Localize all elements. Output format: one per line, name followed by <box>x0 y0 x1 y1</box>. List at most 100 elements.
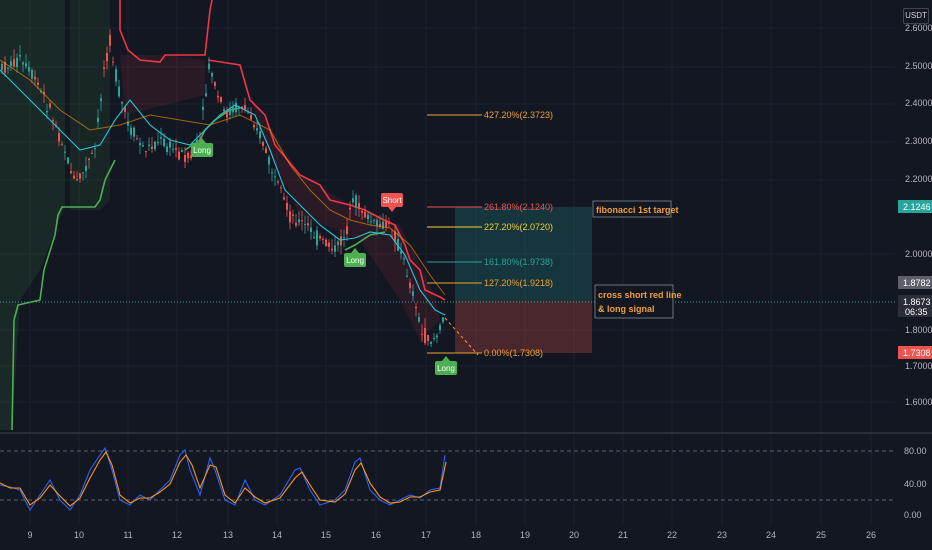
candle-body <box>184 154 186 162</box>
supertrend-up-fill <box>0 0 110 210</box>
fib-target-text: fibonacci 1st target <box>596 205 679 215</box>
candle-body <box>220 97 222 103</box>
time-axis-label: 20 <box>569 530 579 540</box>
candle-body <box>235 102 237 113</box>
signal-long-marker[interactable]: Long <box>191 138 213 157</box>
candle-body <box>442 317 444 322</box>
candle-body <box>283 197 285 200</box>
candle-body <box>199 138 201 140</box>
indicator-axis-label: 40.00 <box>904 479 927 489</box>
candle-body <box>46 111 48 113</box>
annotation-fib-target[interactable]: fibonacci 1st target <box>592 200 679 218</box>
candle-body <box>25 63 27 67</box>
candle-body <box>436 335 438 338</box>
candle-body <box>19 54 21 57</box>
candle-body <box>226 111 228 118</box>
candle-body <box>388 222 390 224</box>
candle-body <box>100 98 102 102</box>
candle-body <box>211 72 213 77</box>
stoch-k-line <box>0 446 446 512</box>
price-tag-value: 2.1246 <box>903 202 931 212</box>
supertrend-short-line-2 <box>207 59 446 301</box>
fib-level-label: 227.20%(2.0720) <box>484 222 553 232</box>
candle-body <box>13 59 15 67</box>
time-axis[interactable]: 9 10 11 12 13 14 15 16 17 18 19 20 21 22 23 24 25 26 <box>27 530 876 540</box>
candle-body <box>268 157 270 165</box>
candle-body <box>295 222 297 226</box>
candle-body <box>322 239 324 241</box>
indicator-axis-label: 80.00 <box>904 446 927 456</box>
ema-fast-line <box>0 69 446 316</box>
candle-body <box>7 67 9 69</box>
time-axis-label: 13 <box>223 530 233 540</box>
candle-body <box>22 62 24 65</box>
candle-body <box>58 133 60 142</box>
supertrend-up-fill-early <box>0 0 65 430</box>
fib-target-zone <box>455 207 592 301</box>
candle-body <box>166 146 168 153</box>
signal-long-marker[interactable]: Long <box>435 356 457 375</box>
signal-badge <box>191 143 213 157</box>
candle-body <box>103 67 105 69</box>
candle-body <box>208 63 210 70</box>
time-axis-label: 22 <box>667 530 677 540</box>
candle-body <box>160 136 162 139</box>
candle-body <box>151 146 153 149</box>
candle-body <box>49 103 51 108</box>
candle-body <box>34 76 36 80</box>
time-axis-label: 14 <box>272 530 282 540</box>
signal-short-marker[interactable]: Short <box>381 193 403 212</box>
candle-body <box>316 230 318 246</box>
signal-long-marker[interactable]: Long <box>344 248 366 267</box>
candle-body <box>364 211 366 218</box>
candle-body <box>241 106 243 109</box>
candle-body <box>223 109 225 112</box>
candle-body <box>124 107 126 112</box>
candle-body <box>319 236 321 239</box>
time-axis-label: 9 <box>27 530 32 540</box>
candle-body <box>280 187 282 189</box>
annotation-cross-signal[interactable]: cross short red line & long signal <box>594 284 682 319</box>
price-tag <box>898 276 932 289</box>
fib-level-label: 427.20%(2.3723) <box>484 110 553 120</box>
fib-level-label: 0.00%(1.7308) <box>484 348 543 358</box>
indicator-axis[interactable]: 80.00 40.00 0.00 <box>904 446 927 520</box>
price-tag-timer: 06:35 <box>905 307 928 317</box>
candle-body <box>394 231 396 242</box>
candle-body <box>256 128 258 131</box>
candle-body <box>70 171 72 174</box>
candle-body <box>376 220 378 226</box>
cross-signal-text-2: & long signal <box>598 304 655 314</box>
signal-badge <box>435 361 457 375</box>
price-axis-label: 2.0000 <box>905 249 932 259</box>
signal-markers: Long Short Long Long <box>191 138 457 375</box>
candle-body <box>433 337 435 339</box>
candle-body <box>202 106 204 110</box>
candle-body <box>94 148 96 150</box>
ema-slow-line <box>0 59 446 296</box>
price-tag-value: 1.7308 <box>903 348 931 358</box>
candle-body <box>178 151 180 160</box>
candle-body <box>277 181 279 183</box>
candle-body <box>43 91 45 95</box>
time-axis-label: 12 <box>172 530 182 540</box>
candle-body <box>346 226 348 235</box>
time-axis-label: 18 <box>471 530 481 540</box>
candle-body <box>163 138 165 147</box>
candle-body <box>112 61 114 63</box>
price-axis[interactable]: 2.6000 2.5000 2.4000 2.3000 2.2000 2.0000 1.80… <box>898 23 932 407</box>
candle-body <box>1 64 3 70</box>
candle-body <box>88 158 90 160</box>
candle-body <box>52 120 54 122</box>
candle-body <box>205 93 207 97</box>
stoch-d-line <box>0 450 447 507</box>
candle-body <box>418 317 420 322</box>
candle-body <box>328 242 330 247</box>
currency-label[interactable]: USDT <box>903 8 929 24</box>
candle-body <box>262 141 264 146</box>
candle-body <box>127 121 129 126</box>
price-axis-label: 2.5000 <box>905 61 932 71</box>
candle-body <box>10 61 12 67</box>
